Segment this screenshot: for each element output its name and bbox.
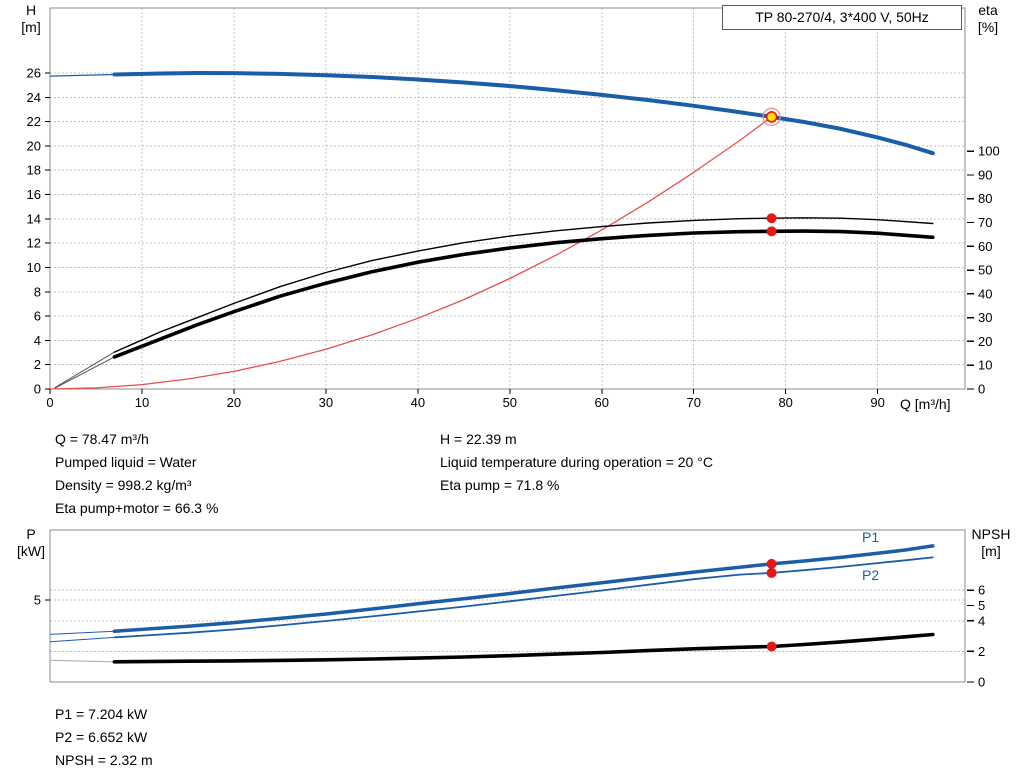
svg-text:10: 10 [27, 260, 41, 275]
svg-text:0: 0 [34, 382, 41, 397]
p2-curve-label: P2 [862, 567, 880, 583]
svg-text:24: 24 [27, 90, 41, 105]
svg-text:50: 50 [978, 263, 992, 278]
svg-text:20: 20 [227, 395, 241, 410]
info-line: NPSH = 2.32 m [55, 752, 153, 768]
svg-text:18: 18 [27, 163, 41, 178]
h-axis-title: H [m] [10, 2, 52, 36]
info-line: Eta pump = 71.8 % [440, 477, 560, 493]
npsh-axis-unit: [m] [981, 543, 1001, 559]
svg-text:40: 40 [978, 286, 992, 301]
svg-text:5: 5 [978, 598, 985, 613]
svg-text:6: 6 [34, 309, 41, 324]
svg-text:22: 22 [27, 114, 41, 129]
svg-text:10: 10 [978, 358, 992, 373]
svg-text:5: 5 [34, 593, 41, 608]
svg-text:90: 90 [978, 167, 992, 182]
npsh-axis-symbol: NPSH [971, 526, 1011, 542]
svg-text:40: 40 [411, 395, 425, 410]
svg-text:14: 14 [27, 211, 41, 226]
svg-text:20: 20 [27, 138, 41, 153]
npsh-axis-title: NPSH [m] [960, 526, 1022, 560]
info-line: Density = 998.2 kg/m³ [55, 477, 192, 493]
svg-text:16: 16 [27, 187, 41, 202]
svg-text:20: 20 [978, 334, 992, 349]
svg-text:100: 100 [978, 144, 1000, 159]
duty-info-right: H = 22.39 m Liquid temperature during ope… [440, 428, 713, 497]
svg-text:50: 50 [503, 395, 517, 410]
svg-text:0: 0 [978, 382, 985, 397]
svg-text:30: 30 [319, 395, 333, 410]
p-axis-title: P [kW] [10, 526, 52, 560]
svg-text:70: 70 [978, 215, 992, 230]
h-axis-symbol: H [25, 2, 37, 18]
eta-axis-title: eta [%] [964, 2, 1012, 36]
svg-text:8: 8 [34, 284, 41, 299]
svg-text:70: 70 [686, 395, 700, 410]
p1-curve-label: P1 [862, 529, 880, 545]
svg-text:90: 90 [870, 395, 884, 410]
info-line: Liquid temperature during operation = 20… [440, 454, 713, 470]
svg-text:60: 60 [595, 395, 609, 410]
p-axis-symbol: P [26, 526, 36, 542]
pump-designation-box: TP 80-270/4, 3*400 V, 50Hz [722, 5, 962, 30]
info-line: Pumped liquid = Water [55, 454, 197, 470]
svg-text:2: 2 [978, 644, 985, 659]
info-line: P2 = 6.652 kW [55, 729, 148, 745]
svg-text:60: 60 [978, 239, 992, 254]
svg-text:80: 80 [978, 191, 992, 206]
svg-text:30: 30 [978, 310, 992, 325]
eta-axis-symbol: eta [978, 2, 998, 18]
svg-text:4: 4 [978, 613, 985, 628]
hq-eta-chart[interactable]: 0 10 20 30 40 50 60 70 80 90024681012141618202224… [0, 0, 1024, 420]
svg-text:80: 80 [778, 395, 792, 410]
svg-text:2: 2 [34, 357, 41, 372]
svg-text:0: 0 [978, 675, 985, 690]
svg-text:0: 0 [46, 395, 53, 410]
info-line: P1 = 7.204 kW [55, 706, 148, 722]
h-axis-unit: [m] [21, 19, 41, 35]
svg-text:12: 12 [27, 236, 41, 251]
info-line: H = 22.39 m [440, 431, 517, 447]
power-npsh-info: P1 = 7.204 kW P2 = 6.652 kW NPSH = 2.32 m [55, 703, 153, 772]
svg-text:10: 10 [135, 395, 149, 410]
svg-text:6: 6 [978, 583, 985, 598]
info-line: Eta pump+motor = 66.3 % [55, 500, 219, 516]
info-line: Q = 78.47 m³/h [55, 431, 149, 447]
svg-text:26: 26 [27, 66, 41, 81]
p-axis-unit: [kW] [17, 543, 45, 559]
svg-text:4: 4 [34, 333, 41, 348]
eta-axis-unit: [%] [977, 19, 999, 35]
q-axis-title: Q [m³/h] [900, 396, 951, 412]
duty-info-left: Q = 78.47 m³/h Pumped liquid = Water Densi… [55, 428, 218, 520]
